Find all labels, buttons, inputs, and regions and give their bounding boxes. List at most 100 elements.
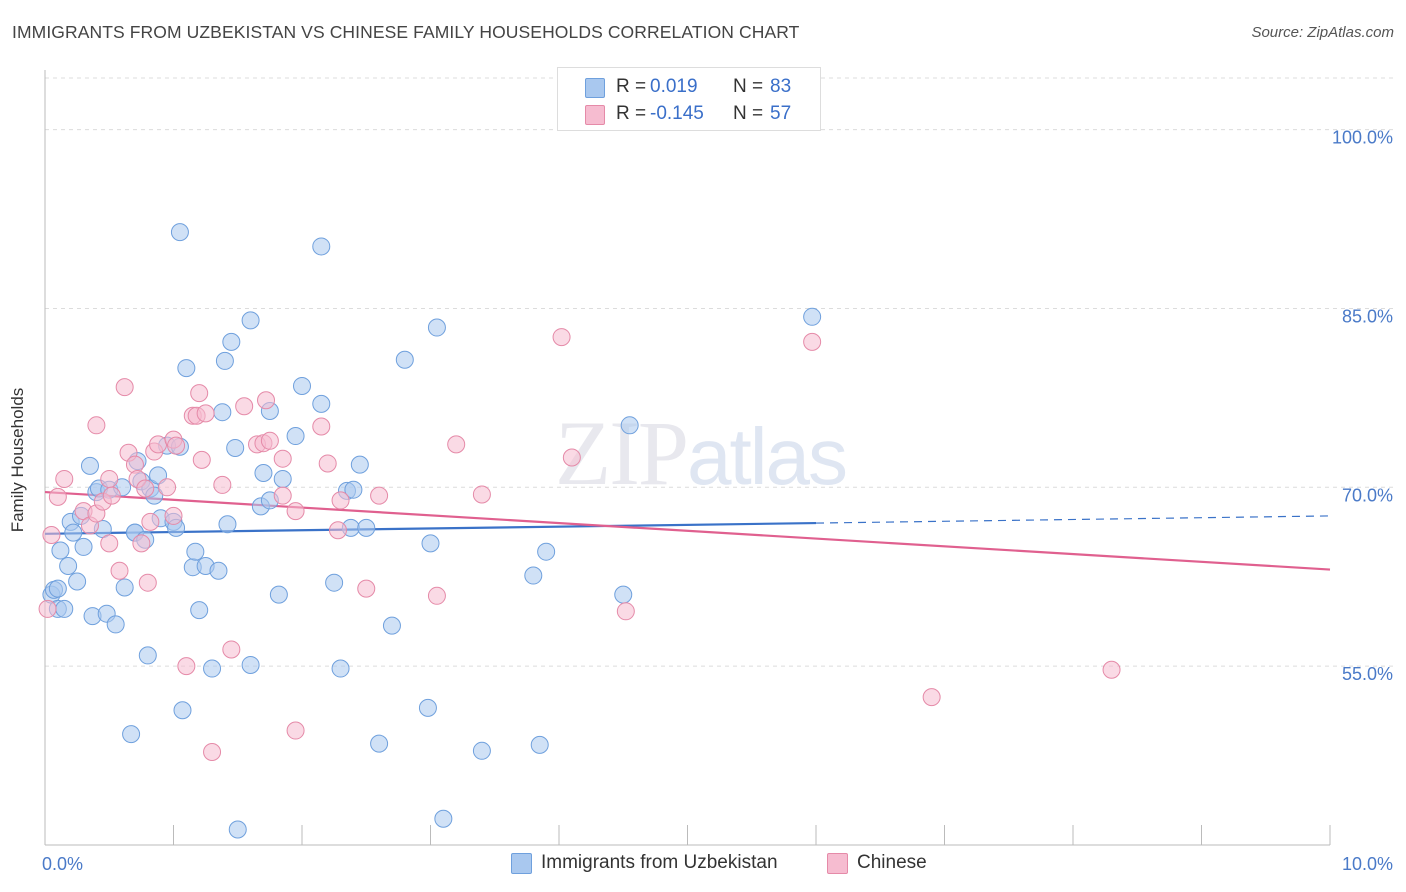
point-chinese	[213, 475, 232, 494]
point-uzbekistan	[173, 701, 192, 720]
point-uzbekistan	[273, 469, 292, 488]
x-tick-label: 0.0%	[42, 854, 83, 874]
point-chinese	[427, 586, 446, 605]
point-chinese	[370, 486, 389, 505]
point-uzbekistan	[80, 456, 99, 475]
point-chinese	[447, 435, 466, 454]
point-chinese	[110, 561, 129, 580]
point-uzbekistan	[370, 734, 389, 753]
point-uzbekistan	[149, 466, 168, 485]
point-chinese	[141, 512, 160, 531]
x-tick-label: 10.0%	[1342, 854, 1393, 874]
point-uzbekistan	[524, 566, 543, 585]
axes	[44, 70, 1331, 846]
point-uzbekistan	[138, 646, 157, 665]
point-uzbekistan	[215, 351, 234, 370]
point-chinese	[273, 486, 292, 505]
point-uzbekistan	[209, 561, 228, 580]
point-uzbekistan	[427, 318, 446, 337]
point-uzbekistan	[51, 541, 70, 560]
point-uzbekistan	[803, 307, 822, 326]
point-chinese	[203, 743, 222, 761]
y-tick-label: 70.0%	[1342, 485, 1393, 505]
point-uzbekistan	[382, 616, 401, 635]
point-chinese	[167, 436, 186, 455]
point-uzbekistan	[213, 403, 232, 422]
point-chinese	[286, 721, 305, 740]
legend-swatch-blue	[585, 78, 605, 98]
legend-n-value: 83	[770, 76, 792, 97]
point-chinese	[158, 478, 177, 497]
point-chinese	[42, 526, 61, 544]
point-uzbekistan	[222, 332, 241, 351]
point-chinese	[331, 491, 350, 510]
point-uzbekistan	[254, 464, 273, 482]
point-uzbekistan	[344, 480, 363, 499]
point-chinese	[164, 506, 183, 525]
point-chinese	[138, 573, 157, 592]
point-chinese	[1102, 660, 1121, 679]
point-uzbekistan	[106, 615, 125, 634]
point-chinese	[616, 602, 635, 621]
point-chinese	[102, 486, 121, 505]
point-chinese	[803, 332, 822, 351]
point-uzbekistan	[55, 599, 74, 618]
legend-n-label: N =	[733, 76, 764, 97]
point-chinese	[235, 397, 254, 416]
y-tick-label: 85.0%	[1342, 306, 1393, 326]
point-uzbekistan	[421, 534, 440, 553]
point-uzbekistan	[74, 537, 93, 556]
point-chinese	[260, 431, 279, 450]
point-uzbekistan	[241, 311, 260, 330]
point-chinese	[136, 479, 155, 498]
point-chinese	[286, 502, 305, 521]
point-chinese	[87, 416, 106, 435]
point-uzbekistan	[312, 237, 331, 256]
point-uzbekistan	[325, 573, 344, 592]
trend-line-uzbekistan-extension	[815, 515, 1331, 524]
chart-title: IMMIGRANTS FROM UZBEKISTAN VS CHINESE FA…	[12, 22, 800, 42]
bottom-legend-label: Chinese	[857, 852, 927, 873]
point-uzbekistan	[122, 725, 141, 744]
point-uzbekistan	[395, 350, 414, 369]
point-uzbekistan	[269, 585, 288, 604]
point-chinese	[100, 469, 119, 488]
point-uzbekistan	[350, 455, 369, 474]
point-uzbekistan	[537, 542, 556, 561]
point-uzbekistan	[357, 518, 376, 537]
point-chinese	[196, 404, 215, 423]
point-chinese	[48, 487, 67, 506]
legend-r-label: R =	[616, 76, 647, 97]
bottom-legend-label: Immigrants from Uzbekistan	[541, 852, 778, 873]
point-uzbekistan	[472, 741, 491, 760]
point-chinese	[192, 450, 211, 469]
point-chinese	[190, 384, 209, 403]
point-uzbekistan	[203, 659, 222, 678]
point-chinese	[273, 449, 292, 468]
point-uzbekistan	[312, 394, 331, 413]
point-chinese	[115, 378, 134, 397]
legend-r-value: 0.019	[650, 76, 698, 97]
point-uzbekistan	[418, 698, 437, 717]
point-uzbekistan	[59, 557, 78, 575]
tick-labels: 55.0% 70.0% 85.0% 100.0% 0.0% 10.0%	[42, 128, 1393, 874]
point-uzbekistan	[68, 572, 87, 591]
point-chinese	[318, 454, 337, 473]
legend-swatch-pink	[585, 105, 605, 125]
point-chinese	[100, 534, 119, 553]
point-uzbekistan	[286, 427, 305, 446]
point-chinese	[328, 521, 347, 540]
point-chinese	[562, 448, 581, 467]
point-uzbekistan	[170, 223, 189, 242]
point-uzbekistan	[228, 820, 247, 839]
point-chinese	[38, 599, 57, 618]
point-uzbekistan	[293, 376, 311, 395]
point-uzbekistan	[190, 601, 209, 620]
point-chinese	[312, 417, 331, 436]
point-chinese	[922, 688, 941, 707]
bottom-legend-swatch-blue	[511, 853, 532, 874]
point-uzbekistan	[530, 735, 549, 754]
point-uzbekistan	[177, 359, 196, 378]
y-tick-label: 100.0%	[1332, 128, 1393, 148]
